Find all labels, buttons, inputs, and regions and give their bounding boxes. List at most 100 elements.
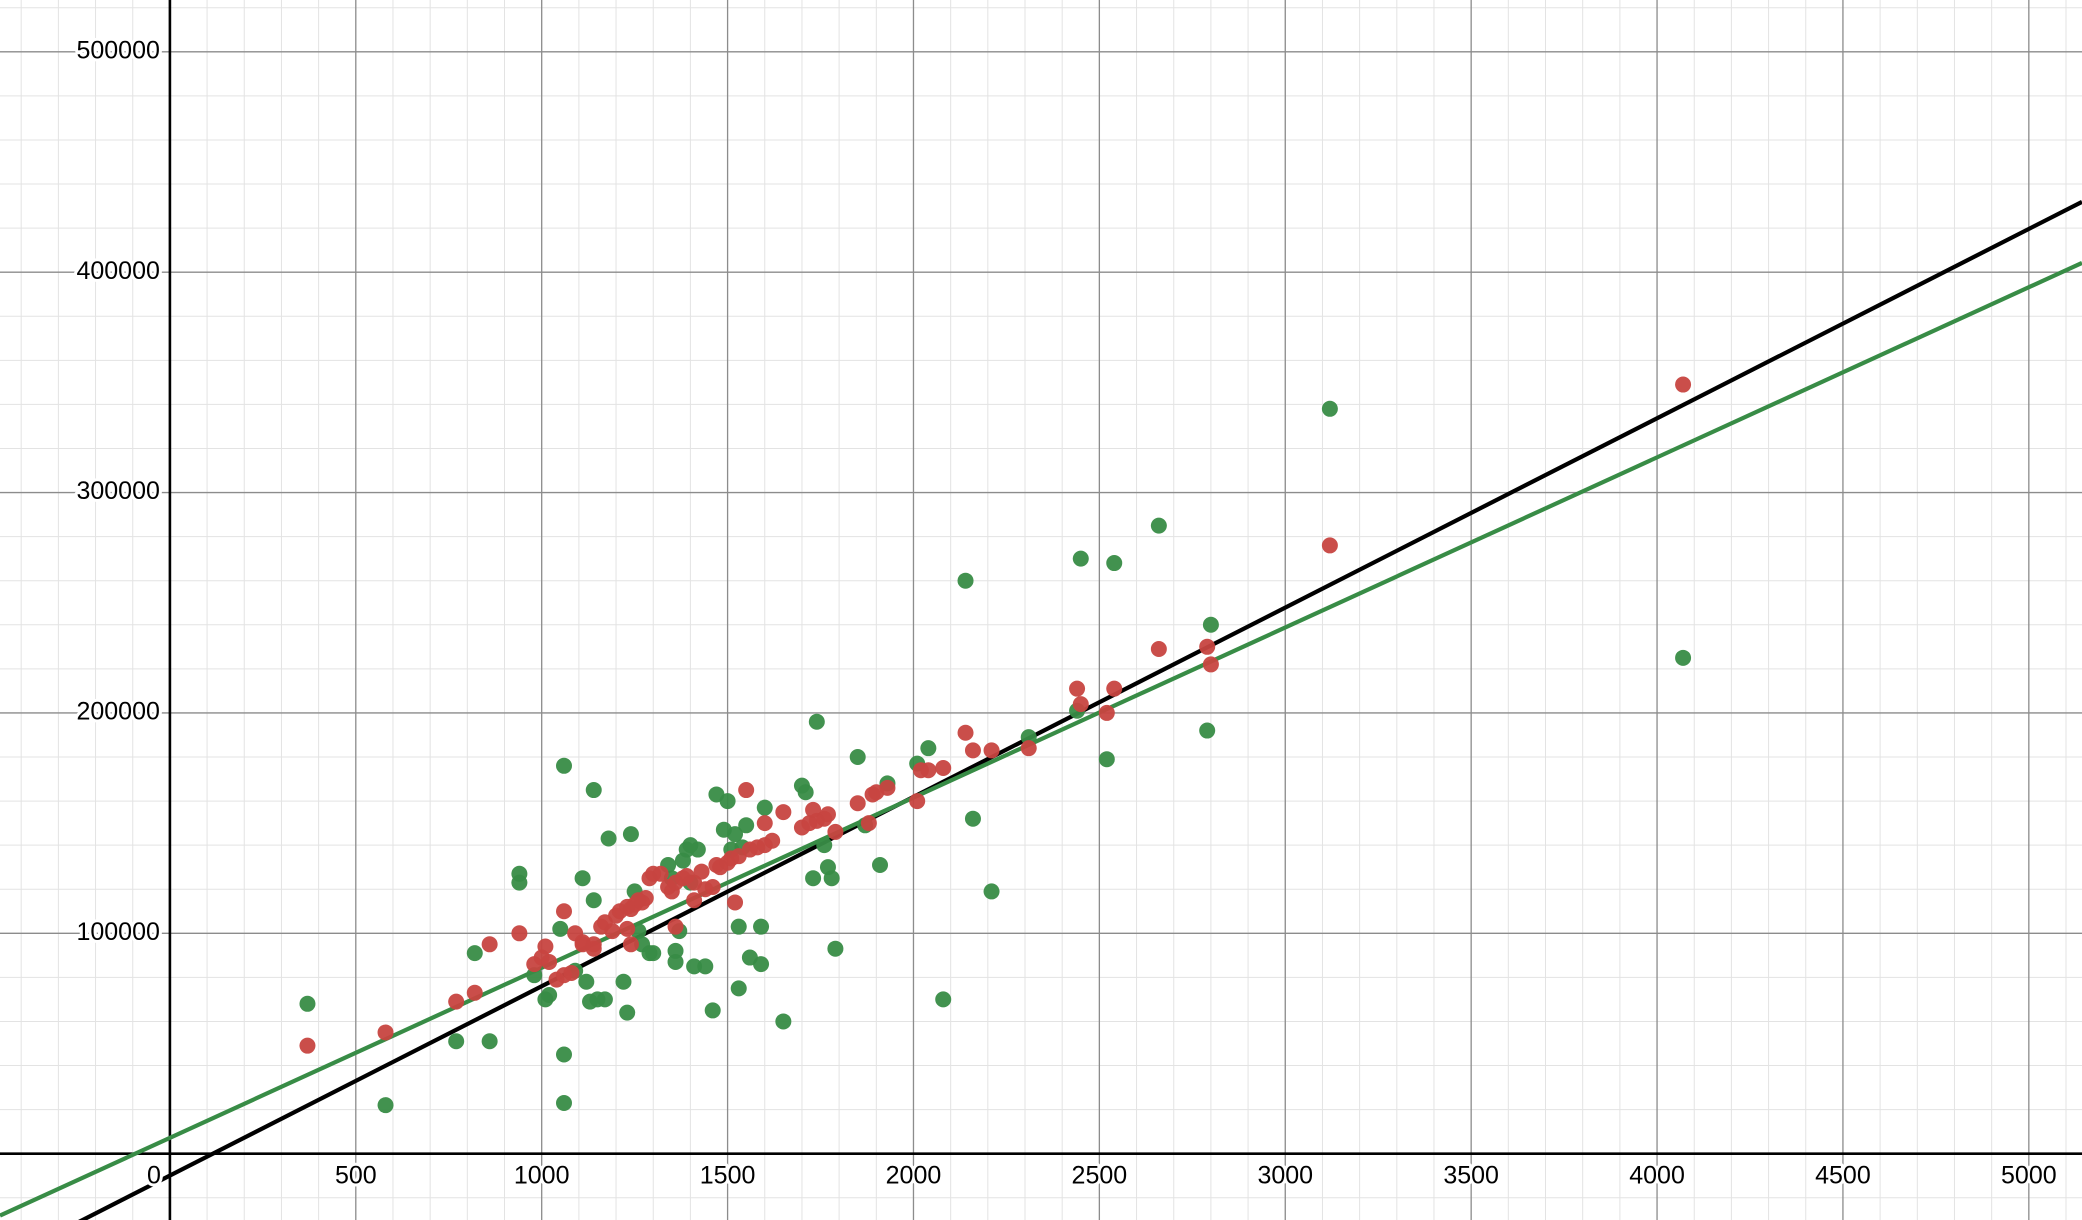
data-point	[481, 1033, 498, 1050]
data-point	[511, 874, 528, 891]
data-point	[1098, 751, 1115, 768]
data-point	[667, 953, 684, 970]
data-point	[552, 920, 569, 937]
data-point	[964, 810, 981, 827]
data-point	[1069, 680, 1086, 697]
y-tick-label: 100000	[76, 918, 159, 946]
data-point	[615, 973, 632, 990]
data-point	[738, 782, 755, 799]
data-point	[299, 1037, 316, 1054]
x-tick-label: 4000	[1629, 1161, 1685, 1189]
data-point	[805, 870, 822, 887]
data-point	[697, 958, 714, 975]
y-tick-label: 200000	[76, 698, 159, 726]
x-tick-label: 1500	[700, 1161, 756, 1189]
data-point	[797, 784, 814, 801]
data-point	[753, 918, 770, 935]
data-point	[756, 799, 773, 816]
data-point	[466, 984, 483, 1001]
data-point	[526, 967, 543, 984]
fit-line	[0, 260, 2082, 1218]
data-point	[983, 742, 1000, 759]
data-point	[1072, 696, 1089, 713]
data-point	[637, 890, 654, 907]
data-point	[555, 1094, 572, 1111]
y-tick-label: 500000	[76, 36, 159, 64]
data-point	[756, 815, 773, 832]
data-point	[541, 953, 558, 970]
x-tick-label: 3500	[1443, 1161, 1499, 1189]
data-point	[816, 837, 833, 854]
data-point	[909, 793, 926, 810]
x-tick-label: 500	[335, 1161, 377, 1189]
data-point	[667, 942, 684, 959]
data-point	[1675, 649, 1692, 666]
data-point	[645, 945, 662, 962]
data-point	[466, 945, 483, 962]
data-point	[600, 830, 617, 847]
data-point	[849, 748, 866, 765]
data-point	[448, 993, 465, 1010]
data-point	[1150, 517, 1167, 534]
data-point	[555, 1046, 572, 1063]
data-point	[1202, 616, 1219, 633]
data-point	[622, 826, 639, 843]
data-point	[879, 779, 896, 796]
data-point	[652, 865, 669, 882]
data-point	[704, 1002, 721, 1019]
data-point	[574, 870, 591, 887]
data-point	[727, 894, 744, 911]
data-point	[1202, 656, 1219, 673]
data-point	[935, 991, 952, 1008]
data-point	[1150, 641, 1167, 658]
data-point	[730, 918, 747, 935]
x-tick-label: 0	[147, 1161, 161, 1189]
data-point	[619, 920, 636, 937]
data-point	[689, 841, 706, 858]
data-point	[377, 1097, 394, 1114]
data-point	[823, 870, 840, 887]
data-point	[775, 804, 792, 821]
data-point	[1199, 722, 1216, 739]
data-point	[860, 815, 877, 832]
data-point	[585, 940, 602, 957]
data-point	[1106, 680, 1123, 697]
data-point	[686, 958, 703, 975]
x-tick-label: 5000	[2001, 1161, 2057, 1189]
data-point	[1321, 400, 1338, 417]
data-point	[1675, 376, 1692, 393]
data-point	[764, 832, 781, 849]
x-tick-label: 4500	[1815, 1161, 1871, 1189]
data-point	[727, 826, 744, 843]
data-point	[585, 892, 602, 909]
data-point	[1106, 555, 1123, 572]
data-point	[1020, 740, 1037, 757]
data-point	[585, 782, 602, 799]
data-point	[738, 817, 755, 834]
x-tick-label: 1000	[514, 1161, 570, 1189]
data-point	[957, 724, 974, 741]
data-point	[872, 856, 889, 873]
data-point	[555, 757, 572, 774]
data-point	[686, 892, 703, 909]
labels-layer: 0 500 1000 1500 2000 2500 3000 3500 4000 4500 5000…	[73, 33, 2059, 1192]
data-point	[377, 1024, 394, 1041]
data-point	[983, 883, 1000, 900]
fit-line	[78, 199, 2082, 1220]
data-point	[578, 973, 595, 990]
data-point	[596, 991, 613, 1008]
data-point	[827, 940, 844, 957]
y-tick-label: 300000	[76, 477, 159, 505]
x-tick-label: 3000	[1257, 1161, 1313, 1189]
data-point	[920, 762, 937, 779]
data-point	[667, 918, 684, 935]
data-point	[719, 793, 736, 810]
data-point	[1020, 729, 1037, 746]
data-point	[604, 923, 621, 940]
data-point	[935, 760, 952, 777]
data-point	[1098, 704, 1115, 721]
